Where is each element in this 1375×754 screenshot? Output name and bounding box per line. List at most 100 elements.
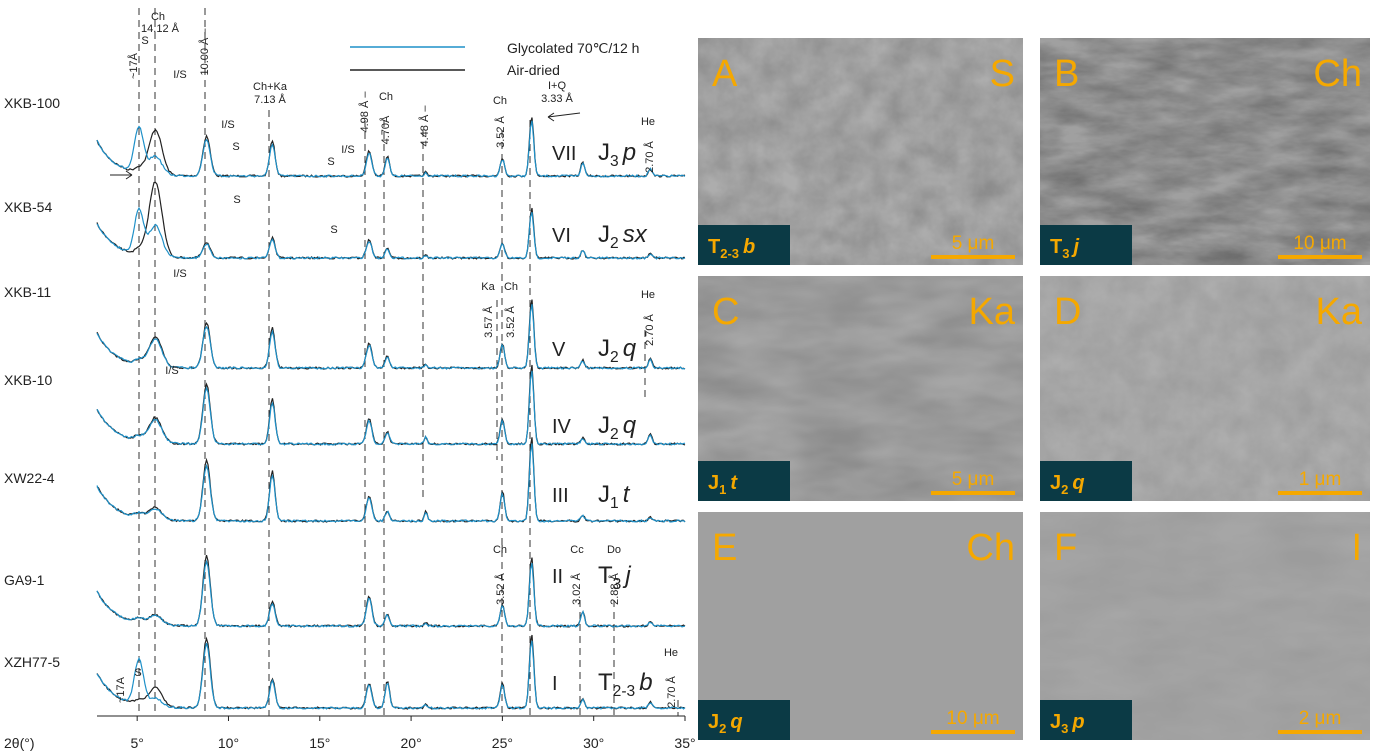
peak-annotation: 4.48 Å – — [418, 105, 431, 147]
panel-letter: C — [712, 291, 739, 333]
stage-label: II — [552, 566, 563, 588]
peak-annotation: I/S — [221, 119, 234, 131]
formation-sub: 2-3 — [720, 246, 739, 261]
air-dried-trace — [97, 182, 685, 259]
formation-sub: 2 — [1061, 482, 1068, 497]
formation-base: J — [1050, 472, 1061, 494]
peak-annotation: Ch — [379, 91, 393, 103]
panel-letter: A — [712, 53, 738, 95]
peak-annotation: 10.00 Å – — [198, 28, 211, 76]
mineral-label: Ka — [969, 291, 1016, 333]
sample-label: XKB-100 — [4, 95, 60, 111]
formation-sub: 3 — [1061, 721, 1068, 736]
mineral-label: Ka — [1316, 291, 1363, 333]
mineral-label: I — [1351, 527, 1362, 569]
formation-suffix: b — [743, 236, 755, 258]
formation-sub: 1 — [610, 495, 619, 512]
formation-suffix: q — [623, 335, 637, 362]
formation-base: J — [708, 472, 719, 494]
air-dried-trace — [97, 635, 685, 709]
legend-label: Air-dried — [507, 62, 560, 78]
x-axis-label: 2θ(°) — [4, 735, 35, 751]
peak-annotation: I+Q — [548, 80, 566, 92]
peak-annotation: S — [233, 194, 240, 206]
peak-annotation: 3.52 Å — [494, 115, 507, 147]
peak-annotation: ~17A — [115, 676, 127, 703]
peak-annotation: Ch — [493, 95, 507, 107]
arrow — [548, 113, 580, 121]
peak-annotation: 2.70 Å — [665, 675, 678, 707]
peak-annotation: 4.98 Å – — [358, 91, 371, 133]
formation-base: J — [598, 335, 610, 362]
mineral-label: Ch — [1313, 53, 1362, 95]
peak-annotation: 3.33 Å — [541, 92, 573, 105]
formation-base: J — [598, 481, 610, 508]
sample-label: XZH77-5 — [4, 654, 60, 670]
formation-suffix: t — [623, 481, 631, 508]
scale-label: 5 μm — [952, 469, 995, 490]
formation-base: J — [598, 139, 610, 166]
glycolated-trace — [97, 304, 685, 369]
figure: Glycolated 70℃/12 h Air-dried 2θ(°) XKB-… — [0, 0, 1375, 754]
peak-annotation: Ch — [151, 11, 165, 23]
arrow — [110, 171, 132, 179]
scale-label: 1 μm — [1299, 469, 1342, 490]
formation: T2-3b — [598, 669, 653, 700]
formation-sub: 2 — [610, 235, 619, 252]
peak-annotation: S — [330, 224, 337, 236]
peak-annotation: I/S — [165, 365, 178, 377]
scale-label: 10 μm — [1293, 233, 1346, 254]
peak-annotation: S — [141, 35, 148, 47]
stage-label: VI — [552, 225, 571, 247]
sample-label: XW22-4 — [4, 470, 55, 486]
formation-base: J — [708, 711, 719, 733]
panel-letter: D — [1054, 291, 1081, 333]
formation: J3p — [598, 139, 636, 170]
peak-annotation: 7.13 Å — [254, 93, 286, 106]
peak-annotation: 2.70 Å — [643, 313, 656, 345]
formation-sub: 3 — [1062, 246, 1069, 261]
x-tick-label: 15° — [309, 735, 330, 751]
peak-annotation: Ch+Ka — [253, 81, 288, 93]
glycolated-trace — [97, 444, 685, 522]
formation-suffix: q — [730, 711, 742, 733]
sample-label: XKB-54 — [4, 199, 52, 215]
peak-annotation: S — [327, 156, 334, 168]
peak-annotation: Cc — [570, 544, 584, 556]
x-tick-label: 10° — [218, 735, 239, 751]
air-dried-trace — [97, 437, 685, 522]
glycolated-trace — [97, 562, 685, 627]
peak-annotation: He — [641, 116, 655, 128]
peak-annotation: He — [641, 289, 655, 301]
peak-annotation: Do — [607, 544, 621, 556]
peak-annotation: 3.52 Å — [504, 305, 517, 337]
peak-annotation: Ch — [493, 544, 507, 556]
formation-sub: 3 — [610, 153, 619, 170]
legend-label: Glycolated 70℃/12 h — [507, 40, 639, 56]
peak-annotation: He — [664, 647, 678, 659]
formation-sub: 2 — [610, 349, 619, 366]
x-tick-label: 20° — [401, 735, 422, 751]
glycolated-trace — [97, 208, 685, 259]
air-dried-trace — [97, 300, 685, 369]
formation-base: T — [1050, 236, 1062, 258]
x-tick-label: 30° — [583, 735, 604, 751]
formation-base: T — [598, 669, 613, 696]
formation-base: J — [598, 412, 610, 439]
sample-label: XKB-11 — [4, 284, 51, 300]
formation-suffix: j — [622, 562, 631, 589]
stage-label: I — [552, 673, 558, 695]
peak-annotation: 4.70Å — [379, 115, 392, 144]
peak-annotation: Ka — [481, 281, 495, 293]
stage-label: III — [552, 485, 569, 507]
peak-annotation: 14.12 Å — [141, 22, 180, 35]
glycolated-trace — [97, 641, 685, 709]
formation-base: J — [1050, 711, 1061, 733]
peak-annotation: 3.02 Å — [570, 572, 583, 604]
peak-annotation: I/S — [341, 144, 354, 156]
peak-annotation: 3.52 Å — [494, 572, 507, 604]
formation-base: J — [598, 221, 610, 248]
